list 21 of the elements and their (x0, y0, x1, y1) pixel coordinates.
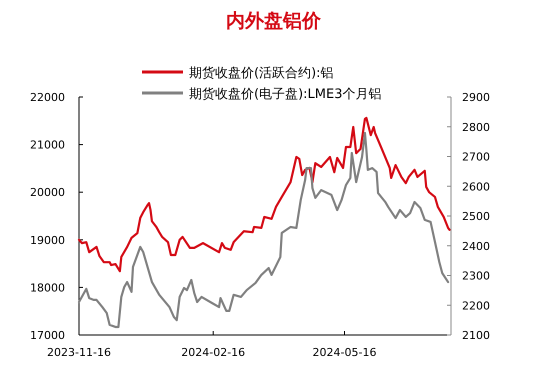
y2-tick-label: 2800 (462, 120, 490, 134)
y2-tick-label: 2400 (462, 240, 490, 253)
y-tick-label: 20000 (30, 186, 65, 200)
y2-tick-label: 2500 (462, 210, 490, 223)
y2-tick-label: 2600 (462, 180, 490, 194)
x-tick-label: 2023-11-16 (47, 346, 111, 359)
y-tick-label: 18000 (30, 281, 65, 294)
y-tick-label: 22000 (30, 91, 65, 104)
y-tick-label: 17000 (30, 329, 65, 342)
title: 内外盘铝价 (226, 10, 321, 32)
legend-label: 期货收盘价(电子盘):LME3个月铝 (189, 87, 382, 102)
y2-tick-label: 2300 (462, 270, 490, 282)
y2-tick-label: 2200 (462, 299, 490, 312)
y2-tick-label: 2900 (462, 91, 490, 104)
y2-tick-label: 2700 (462, 150, 490, 164)
x-tick-label: 2024-02-16 (181, 346, 246, 359)
legend-label: 期货收盘价(活跃合约):铝 (189, 66, 334, 81)
x-tick-label: 2024-05-16 (312, 346, 376, 359)
y-tick-label: 21000 (30, 138, 65, 152)
y2-tick-label: 2100 (462, 329, 490, 342)
y-tick-label: 19000 (30, 234, 65, 247)
